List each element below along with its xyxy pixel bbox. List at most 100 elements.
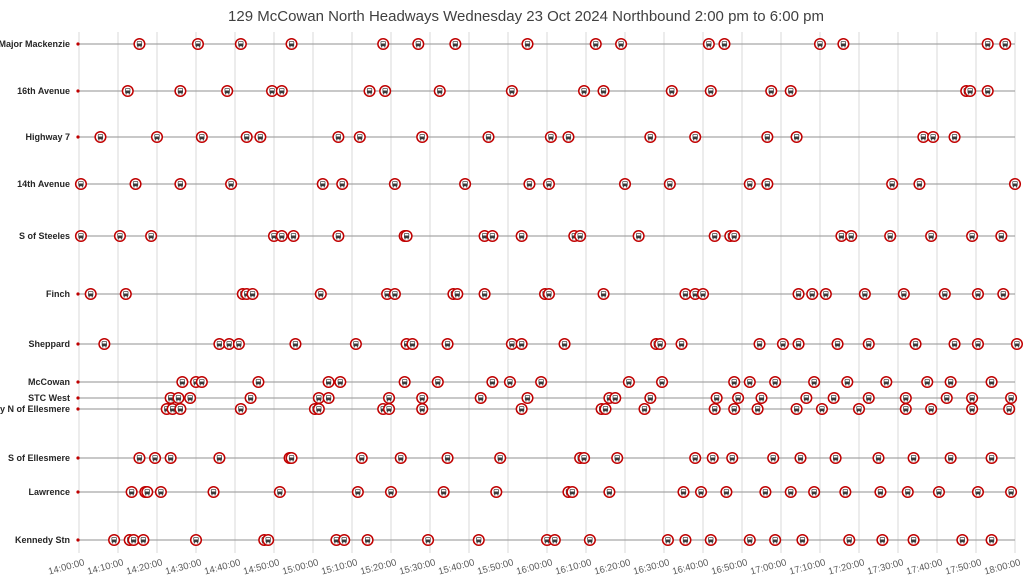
chart-title: 129 McCowan North Headways Wednesday 23 … — [228, 8, 824, 25]
bus-marker — [603, 485, 616, 499]
bus-marker — [382, 402, 396, 416]
bus-marker — [437, 485, 450, 499]
x-tick-label: 14:50:00 — [242, 557, 281, 575]
bus-marker — [472, 533, 485, 547]
bus-marker — [726, 451, 739, 465]
bus-marker — [113, 229, 126, 243]
bus-marker — [133, 451, 146, 465]
bus-marker — [232, 337, 245, 351]
bus-marker — [661, 533, 674, 547]
bus-marker — [133, 37, 146, 51]
bus-marker — [312, 391, 325, 405]
bus-marker — [813, 37, 827, 51]
bus-marker — [254, 130, 267, 144]
bus-marker — [234, 402, 247, 416]
bus-marker — [388, 287, 401, 301]
bus-marker — [815, 402, 829, 416]
x-tick-label: 14:00:00 — [47, 557, 86, 575]
bus-marker — [195, 130, 208, 144]
bus-marker — [1005, 485, 1018, 499]
bus-marker — [262, 533, 275, 547]
bus-marker — [654, 337, 667, 351]
track-start-dot — [76, 89, 80, 93]
bus-marker — [841, 375, 854, 389]
bus-marker — [515, 337, 528, 351]
bus-marker — [1005, 391, 1018, 405]
bus-marker — [718, 37, 731, 51]
bus-marker — [544, 130, 557, 144]
bus-marker — [322, 391, 335, 405]
bus-marker — [548, 533, 561, 547]
bus-marker — [273, 485, 286, 499]
bus-marker — [966, 402, 979, 416]
track-start-dot — [76, 456, 80, 460]
track-start-dot — [76, 407, 80, 411]
bus-marker — [794, 451, 807, 465]
bus-marker — [932, 485, 946, 499]
track-start-dot — [76, 292, 80, 296]
bus-marker — [225, 177, 238, 191]
bus-marker — [679, 533, 692, 547]
bus-marker — [129, 177, 142, 191]
bus-marker — [862, 337, 875, 351]
bus-marker — [784, 485, 797, 499]
bus-marker — [800, 391, 813, 405]
x-tick-label: 15:10:00 — [320, 557, 359, 575]
bus-marker — [790, 402, 803, 416]
bus-marker — [213, 451, 226, 465]
bus-marker — [835, 229, 848, 243]
bus-marker — [827, 391, 840, 405]
bus-marker — [632, 229, 645, 243]
track-start-dot — [76, 538, 80, 542]
bus-marker — [638, 402, 651, 416]
bus-marker — [675, 337, 688, 351]
bus-marker — [398, 375, 411, 389]
x-tick-label: 17:20:00 — [827, 557, 866, 575]
bus-marker — [521, 37, 534, 51]
bus-marker — [515, 402, 528, 416]
bus-marker — [806, 287, 819, 301]
bus-marker — [174, 84, 187, 98]
track-start-dot — [76, 42, 80, 46]
bus-marker — [542, 287, 556, 301]
bus-marker — [521, 391, 534, 405]
bus-marker — [706, 451, 719, 465]
bus-marker — [244, 391, 257, 405]
bus-marker — [191, 37, 204, 51]
stop-label: Lawrence — [28, 487, 70, 497]
bus-marker — [349, 337, 362, 351]
bus-marker — [184, 391, 197, 405]
bus-marker — [141, 485, 154, 499]
x-tick-label: 16:10:00 — [554, 557, 593, 575]
bus-marker — [677, 485, 690, 499]
bus-marker — [150, 130, 164, 144]
x-tick-label: 14:40:00 — [203, 557, 242, 575]
bus-marker — [189, 533, 203, 547]
bus-marker — [285, 451, 298, 465]
x-tick-label: 14:10:00 — [86, 557, 125, 575]
bus-marker — [909, 337, 922, 351]
bus-marker — [843, 533, 856, 547]
bus-marker — [696, 287, 710, 301]
bus-marker — [618, 177, 632, 191]
stop-label: S of Major Mackenzie — [0, 39, 70, 49]
bus-marker — [808, 485, 821, 499]
bus-marker — [615, 37, 628, 51]
track-start-dot — [76, 135, 80, 139]
bus-marker — [761, 130, 774, 144]
bus-marker — [876, 533, 889, 547]
bus-marker — [195, 375, 208, 389]
bus-marker — [441, 451, 454, 465]
bus-marker — [275, 84, 288, 98]
bus-marker — [753, 337, 766, 351]
bus-marker — [759, 485, 772, 499]
bus-marker — [207, 485, 220, 499]
bus-marker — [808, 375, 821, 389]
stop-labels: S of Major Mackenzie 16th Avenue Highway 7… — [0, 39, 70, 545]
stop-label: Sheppard — [28, 339, 70, 349]
bus-marker — [981, 84, 994, 98]
stop-label: Brimley N of Ellesmere — [0, 404, 70, 414]
x-tick-label: 14:20:00 — [125, 557, 164, 575]
bus-marker — [433, 84, 446, 98]
bus-marker — [732, 391, 745, 405]
